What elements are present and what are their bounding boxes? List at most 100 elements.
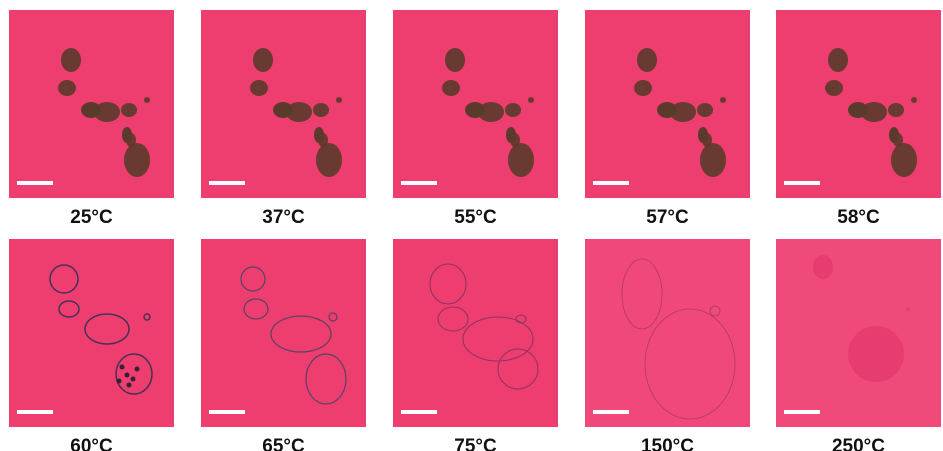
droplet [429,263,467,305]
droplet [462,316,534,362]
crystal [700,143,726,177]
temperature-label: 58°C [837,207,880,228]
crystal [144,97,150,103]
micrograph-panel [393,239,558,427]
temperature-label: 37°C [262,207,305,228]
micrograph-panel [585,10,750,198]
crystal [720,97,726,103]
scale-bar [784,410,820,414]
micrograph-panel [776,239,941,427]
crystal [506,127,516,143]
crystal [478,102,504,122]
bubble [130,376,136,382]
crystal [825,80,843,96]
temperature-label: 250°C [832,436,885,451]
crystal [889,127,899,143]
droplet [240,266,266,292]
crystal [528,97,534,103]
crystal [670,102,696,122]
bubble [134,366,140,372]
droplet [709,305,721,317]
scale-bar [17,410,53,414]
bubble [119,364,125,370]
crystal [697,103,713,117]
scale-bar [593,410,629,414]
micrograph-panel [9,239,174,427]
micrograph-panel [201,239,366,427]
temperature-label: 65°C [262,436,305,451]
micrograph-panel [201,10,366,198]
crystal [442,80,460,96]
bubble [126,382,132,388]
micrograph [393,239,558,427]
crystal [94,102,120,122]
scale-bar [401,181,437,185]
micrograph-panel [776,10,941,198]
bubble [116,378,122,384]
micrograph [9,239,174,427]
crystal [121,103,137,117]
droplet [84,313,130,345]
crystal [61,48,81,72]
temperature-label: 60°C [70,436,113,451]
crystal [286,102,312,122]
droplet [847,325,905,383]
droplet [143,313,151,321]
scale-bar [209,410,245,414]
scale-bar [401,410,437,414]
droplet [305,353,347,405]
crystal [828,48,848,72]
crystal [58,80,76,96]
temperature-label: 75°C [454,436,497,451]
crystal [505,103,521,117]
micrograph [201,239,366,427]
temperature-label: 55°C [454,207,497,228]
crystal [81,102,101,118]
droplet [515,314,527,324]
crystal [273,102,293,118]
crystal [634,80,652,96]
droplet [58,300,80,318]
droplet [905,306,911,312]
crystal [698,127,708,143]
droplet [243,298,269,320]
scale-bar [209,181,245,185]
crystal [657,102,677,118]
crystal [445,48,465,72]
droplet [437,306,469,332]
crystal [861,102,887,122]
crystal [122,127,132,143]
micrograph-panel [393,10,558,198]
crystal [336,97,342,103]
micrograph-panel [585,239,750,427]
crystal [124,143,150,177]
crystal [637,48,657,72]
crystal [253,48,273,72]
scale-bar [593,181,629,185]
crystal [250,80,268,96]
micrograph-panel [9,10,174,198]
scale-bar [784,181,820,185]
droplet [328,312,338,322]
droplet [644,308,736,420]
droplet [621,258,663,330]
micrograph [585,239,750,427]
crystal [465,102,485,118]
temperature-label: 57°C [646,207,689,228]
crystal [891,143,917,177]
crystal [848,102,868,118]
scale-bar [17,181,53,185]
bubble [124,372,130,378]
droplet [270,315,332,353]
crystal [313,103,329,117]
crystal [911,97,917,103]
crystal [888,103,904,117]
droplet [497,348,539,390]
temperature-label: 150°C [641,436,694,451]
crystal [316,143,342,177]
crystal [508,143,534,177]
droplet [812,254,834,280]
temperature-label: 25°C [70,207,113,228]
droplet [49,264,79,294]
